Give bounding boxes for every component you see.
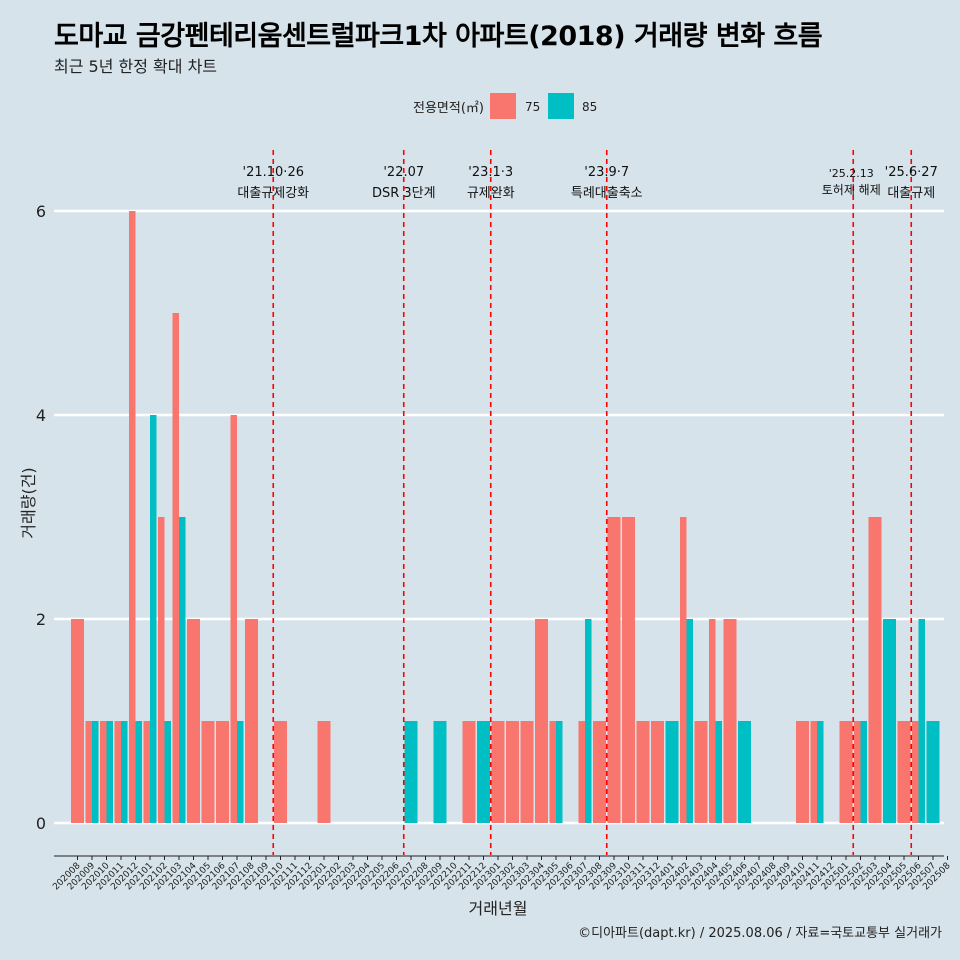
y-axis: 0 2 4 6: [36, 202, 46, 833]
x-axis-label: 거래년월: [469, 899, 528, 918]
source-caption: ©디아파트(dapt.kr) / 2025.08.06 / 자료=국토교통부 실…: [578, 926, 942, 941]
bar-75-202411: [810, 721, 817, 823]
bar-75-202405: [723, 619, 737, 823]
bar-75-202502: [854, 721, 861, 823]
bar-85-202305: [556, 721, 563, 823]
bar-75-202201: [317, 721, 331, 823]
bar-75-202104: [187, 619, 200, 823]
bar-75-202312: [651, 721, 664, 823]
bar-75-202106: [216, 721, 229, 823]
legend-title: 전용면적(㎡): [413, 101, 484, 116]
bar-75-202505: [897, 721, 911, 823]
bar-75-202307: [578, 721, 585, 823]
bar-85-202502: [860, 721, 867, 823]
bar-85-202404: [715, 721, 722, 823]
legend-key-85: [548, 93, 574, 119]
event-annotations: '21.10·26 대출규제강화 '22.07 DSR 3단계 '23.1·3 규제완화 '…: [237, 165, 937, 201]
bar-85-202209: [433, 721, 447, 823]
legend: 전용면적(㎡) 75 85: [413, 93, 597, 119]
bar-85-202406: [738, 721, 751, 823]
bar-75-202302: [506, 721, 519, 823]
bar-85-202011: [121, 721, 128, 823]
bar-75-202310: [622, 517, 635, 823]
event-lines: [272, 150, 913, 855]
bar-75-202012: [129, 211, 136, 823]
bar-75-202503: [868, 517, 882, 823]
event-date-202502: '25.2.13: [829, 167, 874, 180]
bar-85-202411: [817, 721, 824, 823]
bar-85-202307: [585, 619, 592, 823]
bar-85-202012: [135, 721, 142, 823]
bars: [71, 211, 940, 823]
bar-75-202404: [709, 619, 716, 823]
event-date-202309: '23.9·7: [584, 165, 629, 180]
legend-label-75: 75: [525, 100, 540, 114]
event-date-202207: '22.07: [383, 165, 424, 180]
bar-75-202107: [230, 415, 237, 823]
bar-75-202010: [100, 721, 107, 823]
event-date-202506: '25.6·27: [885, 165, 938, 180]
bar-85-202401: [665, 721, 679, 823]
event-label-202207: DSR 3단계: [372, 186, 436, 201]
bar-85-202207: [404, 721, 418, 823]
y-tick-label: 0: [36, 814, 46, 833]
bar-85-202009: [92, 721, 99, 823]
bar-85-202107: [237, 721, 244, 823]
bar-75-202110: [274, 721, 287, 823]
y-tick-label: 6: [36, 202, 46, 221]
legend-key-75: [490, 93, 516, 119]
bar-75-202008: [71, 619, 84, 823]
bar-75-202102: [158, 517, 165, 823]
event-label-202110: 대출규제강화: [237, 186, 309, 201]
bar-85-202212: [477, 721, 490, 823]
bar-75-202410: [796, 721, 809, 823]
event-label-202506: 대출규제: [887, 186, 935, 201]
bar-75-202103: [172, 313, 179, 823]
event-date-202301: '23.1·3: [468, 165, 513, 180]
bar-85-202507: [926, 721, 940, 823]
event-label-202301: 규제완화: [467, 186, 515, 201]
bar-75-202305: [549, 721, 556, 823]
bar-75-202301: [491, 721, 505, 823]
bar-75-202309: [607, 517, 621, 823]
bar-75-202403: [694, 721, 708, 823]
bar-75-202211: [462, 721, 476, 823]
bar-75-202009: [85, 721, 92, 823]
x-axis: 2020082020092020102020112020122021012021…: [51, 855, 953, 892]
bar-85-202402: [686, 619, 693, 823]
bar-75-202304: [535, 619, 548, 823]
bar-75-202501: [839, 721, 853, 823]
bar-85-202103: [179, 517, 186, 823]
chart-subtitle: 최근 5년 한정 확대 차트: [54, 57, 218, 76]
bar-75-202105: [201, 721, 215, 823]
bar-75-202402: [680, 517, 687, 823]
chart-title: 도마교 금강펜테리움센트럴파크1차 아파트(2018) 거래량 변화 흐름: [54, 21, 823, 52]
bar-85-202102: [164, 721, 171, 823]
bar-75-202311: [636, 721, 650, 823]
bar-75-202101: [143, 721, 150, 823]
legend-label-85: 85: [582, 100, 597, 114]
bar-85-202506: [918, 619, 925, 823]
bar-85-202504: [883, 619, 896, 823]
event-label-202502: 토허제 해제: [822, 183, 881, 197]
y-axis-label: 거래량(건): [19, 467, 38, 538]
bar-75-202011: [114, 721, 121, 823]
event-label-202309: 특례대출축소: [571, 186, 643, 201]
event-date-202110: '21.10·26: [243, 165, 304, 180]
bar-85-202101: [150, 415, 157, 823]
bar-75-202108: [245, 619, 258, 823]
y-tick-label: 4: [36, 406, 46, 425]
bar-85-202010: [106, 721, 113, 823]
bar-75-202308: [593, 721, 606, 823]
bar-75-202303: [520, 721, 534, 823]
bar-75-202506: [912, 721, 919, 823]
y-tick-label: 2: [36, 610, 46, 629]
